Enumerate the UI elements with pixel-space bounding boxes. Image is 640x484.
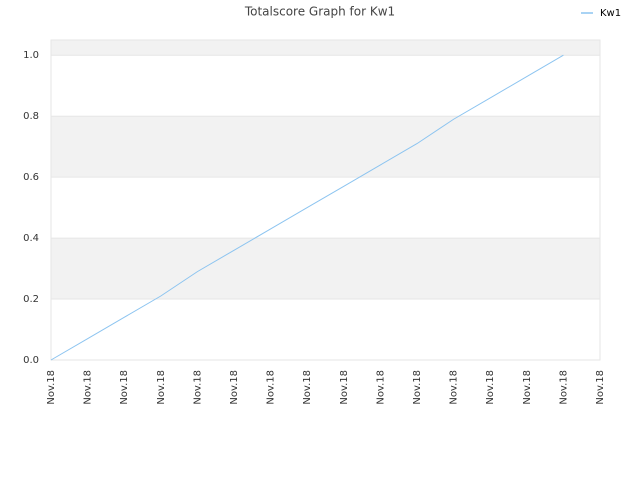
x-tick-label: Nov.18 — [449, 370, 460, 405]
band — [51, 40, 600, 56]
x-tick-label: Nov.18 — [192, 370, 203, 405]
x-tick-label: Nov.18 — [83, 370, 94, 405]
band — [51, 238, 600, 300]
chart-title: Totalscore Graph for Kw1 — [244, 5, 395, 19]
x-tick-label: Nov.18 — [46, 370, 57, 405]
x-tick-label: Nov.18 — [412, 370, 423, 405]
line — [50, 54, 564, 361]
x-tick-label: Nov.18 — [302, 370, 313, 405]
x-tick-label: Nov.18 — [339, 370, 350, 405]
y-tick-label: 0.2 — [23, 294, 39, 305]
y-tick-label: 0.0 — [23, 355, 39, 366]
y-tick-label: 0.6 — [23, 172, 39, 183]
x-tick-label: Nov.18 — [375, 370, 386, 405]
x-tick-label: Nov.18 — [266, 370, 277, 405]
y-tick-label: 0.4 — [23, 233, 39, 244]
band — [51, 116, 600, 178]
x-tick-label: Nov.18 — [156, 370, 167, 405]
y-tick-label: 1.0 — [23, 50, 39, 61]
x-tick-label: Nov.18 — [119, 370, 130, 405]
y-tick-label: 0.8 — [23, 111, 39, 122]
x-tick-label: Nov.18 — [558, 370, 569, 405]
x-tick-label: Nov.18 — [229, 370, 240, 405]
legend-label: Kw1 — [600, 8, 621, 19]
x-tick-label: Nov.18 — [485, 370, 496, 405]
x-tick-label: Nov.18 — [522, 370, 533, 405]
x-tick-label: Nov.18 — [595, 370, 606, 405]
